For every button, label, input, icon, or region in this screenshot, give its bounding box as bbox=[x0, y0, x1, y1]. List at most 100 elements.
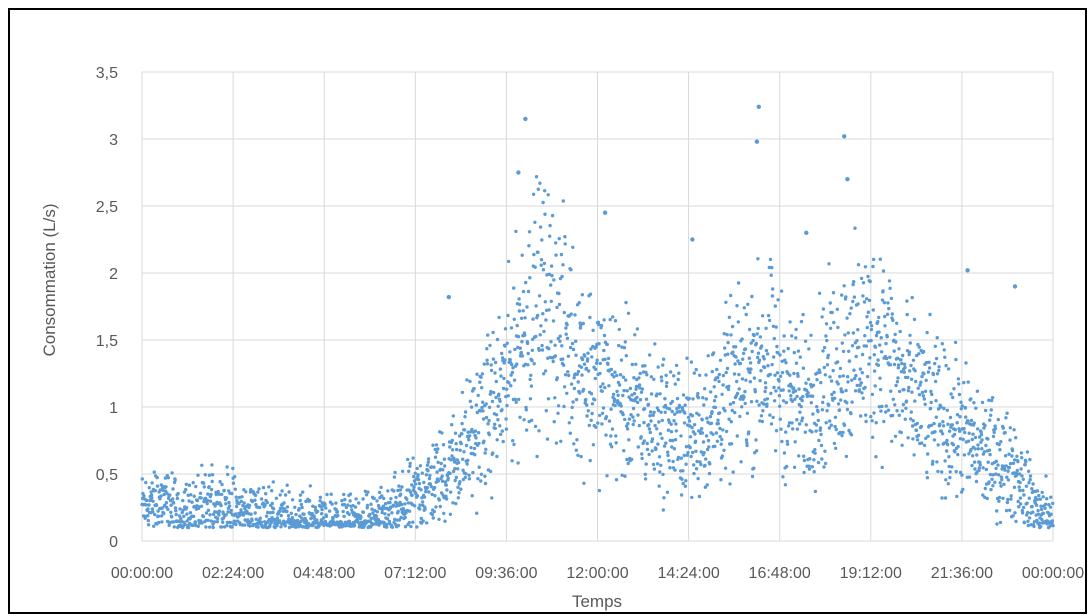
data-point bbox=[456, 496, 460, 500]
data-point bbox=[871, 257, 876, 262]
data-point bbox=[907, 385, 911, 390]
data-point bbox=[794, 327, 798, 332]
y-axis-title: Consommation (L/s) bbox=[40, 203, 59, 356]
data-point bbox=[581, 321, 585, 326]
data-point bbox=[472, 446, 477, 451]
data-point bbox=[910, 295, 914, 300]
y-tick-label: 3,5 bbox=[96, 65, 118, 82]
data-point bbox=[449, 458, 453, 462]
data-point bbox=[548, 234, 552, 238]
data-point bbox=[868, 356, 872, 360]
data-point bbox=[351, 503, 355, 508]
data-point bbox=[853, 376, 857, 381]
data-point bbox=[656, 408, 661, 413]
data-point bbox=[182, 514, 186, 518]
data-point bbox=[937, 365, 941, 369]
data-point bbox=[572, 386, 577, 391]
data-point bbox=[922, 443, 927, 448]
data-point bbox=[579, 365, 584, 369]
data-point bbox=[648, 430, 652, 435]
data-point bbox=[853, 389, 858, 393]
data-point bbox=[827, 403, 831, 407]
data-point bbox=[293, 505, 297, 509]
data-point bbox=[342, 502, 347, 507]
data-point bbox=[891, 318, 895, 323]
data-point bbox=[967, 475, 972, 479]
data-point bbox=[642, 407, 647, 411]
data-point bbox=[606, 356, 611, 361]
data-point bbox=[844, 295, 848, 299]
data-point bbox=[640, 456, 644, 461]
data-point bbox=[509, 326, 514, 330]
data-point bbox=[641, 370, 646, 374]
data-point bbox=[498, 424, 502, 428]
data-point bbox=[175, 496, 180, 501]
data-point bbox=[692, 371, 696, 375]
data-point bbox=[1040, 517, 1044, 522]
data-point bbox=[647, 427, 652, 431]
data-point bbox=[721, 428, 725, 432]
data-point bbox=[342, 492, 346, 497]
peak-point bbox=[523, 116, 528, 122]
data-point bbox=[614, 478, 619, 482]
data-point bbox=[845, 401, 849, 405]
data-point bbox=[397, 518, 402, 522]
data-point bbox=[502, 361, 506, 365]
data-point bbox=[590, 402, 595, 406]
data-point bbox=[891, 397, 895, 401]
data-point bbox=[571, 245, 575, 249]
data-point bbox=[569, 382, 574, 386]
data-point bbox=[279, 513, 283, 518]
data-point bbox=[667, 407, 672, 411]
data-point bbox=[174, 512, 178, 517]
data-point bbox=[220, 482, 224, 487]
data-point bbox=[669, 422, 673, 426]
data-point bbox=[745, 411, 750, 415]
data-point bbox=[560, 344, 564, 348]
data-point bbox=[698, 373, 702, 377]
data-point bbox=[561, 357, 565, 361]
data-point bbox=[582, 481, 586, 485]
data-point bbox=[735, 391, 740, 396]
data-point bbox=[1035, 497, 1039, 502]
data-point bbox=[558, 334, 562, 338]
data-point bbox=[827, 262, 831, 266]
data-point bbox=[182, 490, 187, 494]
data-point bbox=[140, 477, 144, 481]
data-point bbox=[976, 447, 980, 451]
data-point bbox=[822, 365, 826, 370]
data-point bbox=[687, 396, 691, 401]
data-point bbox=[999, 475, 1004, 479]
data-point bbox=[1014, 473, 1019, 477]
data-point bbox=[950, 465, 954, 469]
data-point bbox=[1041, 495, 1045, 499]
data-point bbox=[1036, 508, 1040, 513]
data-point bbox=[522, 418, 526, 422]
data-point bbox=[957, 392, 962, 397]
data-point bbox=[574, 339, 578, 343]
data-point bbox=[937, 368, 941, 373]
data-point bbox=[614, 434, 618, 438]
data-point bbox=[160, 520, 164, 524]
data-point bbox=[857, 345, 861, 349]
data-point bbox=[735, 304, 739, 308]
data-point bbox=[628, 386, 633, 391]
data-point bbox=[448, 471, 452, 476]
data-point bbox=[807, 464, 811, 468]
data-point bbox=[1051, 501, 1055, 506]
data-point bbox=[589, 418, 593, 422]
data-point bbox=[586, 357, 590, 361]
data-point bbox=[880, 465, 884, 470]
data-point bbox=[605, 342, 609, 347]
data-point bbox=[398, 488, 403, 492]
data-point bbox=[634, 387, 638, 391]
data-point bbox=[500, 356, 505, 360]
data-point bbox=[660, 436, 664, 440]
data-point bbox=[878, 257, 882, 261]
data-point bbox=[883, 314, 887, 319]
data-point bbox=[903, 365, 907, 370]
data-point bbox=[422, 480, 426, 485]
data-point bbox=[874, 333, 879, 338]
data-point bbox=[737, 372, 741, 377]
data-point bbox=[678, 410, 682, 414]
